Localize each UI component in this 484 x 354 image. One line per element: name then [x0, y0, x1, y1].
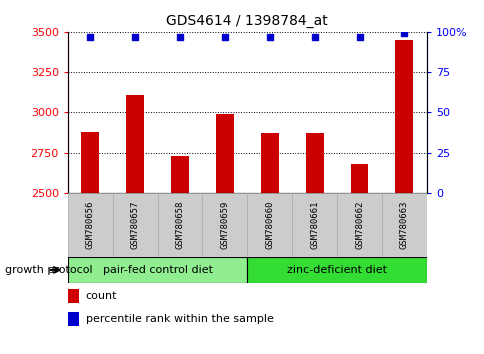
- Text: GSM780658: GSM780658: [175, 201, 184, 249]
- Bar: [305, 132, 323, 354]
- Bar: [260, 133, 278, 354]
- Title: GDS4614 / 1398784_at: GDS4614 / 1398784_at: [166, 14, 328, 28]
- Point: [131, 34, 139, 40]
- Text: GSM780657: GSM780657: [130, 201, 139, 249]
- Bar: [291, 193, 336, 257]
- Bar: [394, 40, 412, 354]
- Bar: [247, 193, 291, 257]
- Text: GSM780661: GSM780661: [309, 201, 318, 249]
- Point: [86, 34, 94, 40]
- Point: [310, 34, 318, 40]
- Bar: [171, 156, 189, 354]
- Bar: [381, 193, 426, 257]
- Text: count: count: [86, 291, 117, 301]
- Text: zinc-deficient diet: zinc-deficient diet: [287, 265, 386, 275]
- Bar: [81, 132, 99, 354]
- Bar: [157, 193, 202, 257]
- Text: GSM780662: GSM780662: [354, 201, 363, 249]
- Text: GSM780656: GSM780656: [86, 201, 95, 249]
- Bar: [247, 257, 426, 283]
- Bar: [68, 312, 78, 326]
- Text: growth protocol: growth protocol: [5, 265, 92, 275]
- Point: [265, 34, 273, 40]
- Point: [400, 31, 408, 36]
- Text: GSM780660: GSM780660: [265, 201, 274, 249]
- Bar: [202, 193, 247, 257]
- Bar: [68, 257, 247, 283]
- Bar: [215, 114, 233, 354]
- Text: GSM780659: GSM780659: [220, 201, 229, 249]
- Point: [221, 34, 228, 40]
- Text: pair-fed control diet: pair-fed control diet: [103, 265, 212, 275]
- Point: [176, 34, 183, 40]
- Bar: [68, 193, 112, 257]
- Point: [355, 34, 363, 40]
- Bar: [68, 289, 78, 303]
- Text: GSM780663: GSM780663: [399, 201, 408, 249]
- Bar: [350, 164, 368, 354]
- Bar: [112, 193, 157, 257]
- Bar: [126, 95, 144, 354]
- Bar: [336, 193, 381, 257]
- Text: percentile rank within the sample: percentile rank within the sample: [86, 314, 273, 324]
